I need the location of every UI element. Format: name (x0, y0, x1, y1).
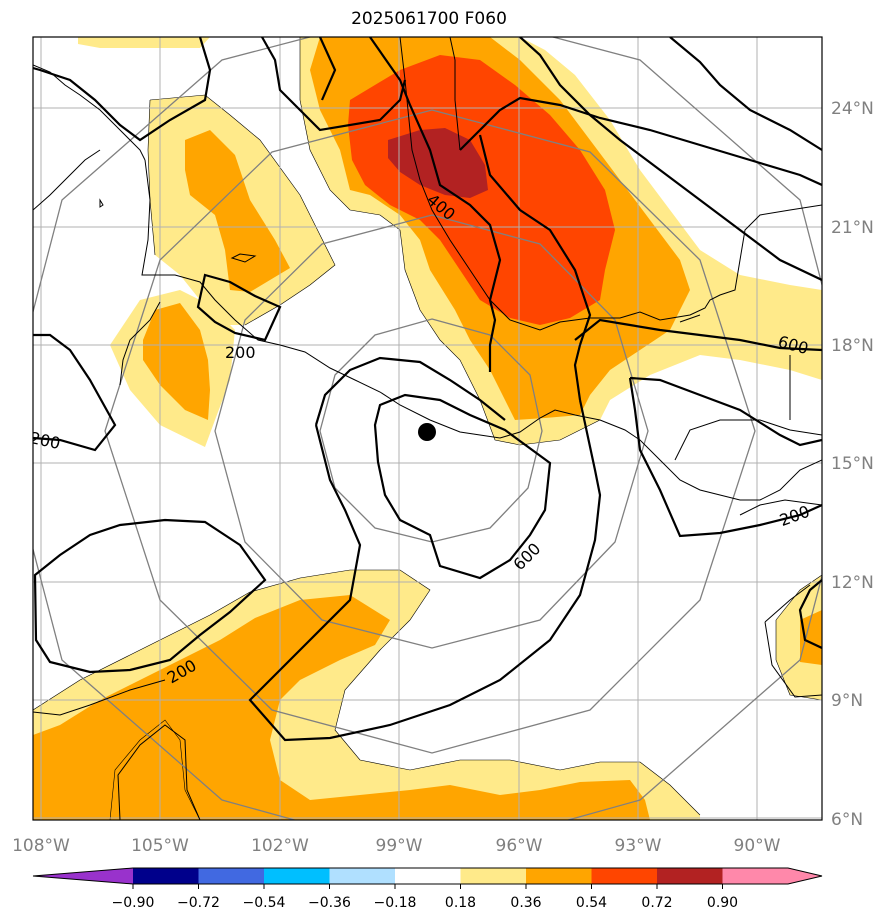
colorbar-tick-label: −0.54 (243, 895, 286, 911)
colorbar-tick-label: 0.18 (445, 895, 476, 911)
lat-tick-label: 21°N (831, 218, 874, 238)
colorbar-segment (395, 868, 461, 884)
colorbar-tick-label: −0.90 (112, 895, 155, 911)
colorbar-segment (722, 868, 788, 884)
lon-tick-label: 102°W (251, 836, 309, 856)
colorbar-segment (460, 868, 526, 884)
map-title: 2025061700 F060 (351, 9, 507, 29)
longitude-labels: 108°W 105°W 102°W 99°W 96°W 93°W 90°W (12, 836, 781, 856)
colorbar-tick-label: 0.36 (510, 895, 541, 911)
map-frame (32, 36, 823, 821)
colorbar-segment (264, 868, 330, 884)
lon-tick-label: 93°W (615, 836, 662, 856)
colorbar-segment (198, 868, 264, 884)
colorbar-tick-label: −0.18 (374, 895, 417, 911)
graticule (33, 37, 822, 820)
contours[interactable] (33, 37, 822, 742)
colorbar-extend-min (33, 868, 133, 884)
lat-tick-label: 9°N (831, 691, 863, 711)
lat-tick-label: 6°N (831, 810, 863, 830)
colorbar-segment (591, 868, 657, 884)
colorbar-tick-label: −0.72 (177, 895, 220, 911)
colorbar-tick-label: 0.72 (641, 895, 672, 911)
colorbar-tick-label: 0.90 (707, 895, 738, 911)
lon-tick-label: 99°W (376, 836, 423, 856)
latitude-labels: 24°N 21°N 18°N 15°N 12°N 9°N 6°N (831, 99, 874, 830)
lat-tick-label: 24°N (831, 99, 874, 119)
lat-tick-label: 12°N (831, 573, 874, 593)
storm-center-marker[interactable] (418, 423, 436, 441)
colorbar-tick-label: 0.54 (576, 895, 607, 911)
lat-tick-label: 18°N (831, 336, 874, 356)
colorbar-segment (329, 868, 395, 884)
colorbar: −0.90 −0.72 −0.54 −0.36 −0.18 0.18 0.36 … (32, 867, 823, 911)
colorbar-segment (133, 868, 199, 884)
lon-tick-label: 90°W (734, 836, 781, 856)
colorbar-segment (657, 868, 723, 884)
lon-tick-label: 105°W (131, 836, 189, 856)
map-panel[interactable]: 400 200 200 600 600 200 200 (2, 5, 860, 858)
shading-outlines (33, 37, 822, 820)
lat-tick-label: 15°N (831, 454, 874, 474)
coastlines (33, 37, 822, 820)
contour-label: 200 (225, 343, 256, 362)
colorbar-extend-max (788, 868, 822, 884)
colorbar-segment (526, 868, 592, 884)
colorbar-tick-label: −0.36 (308, 895, 351, 911)
lon-tick-label: 96°W (496, 836, 543, 856)
lon-tick-label: 108°W (12, 836, 70, 856)
